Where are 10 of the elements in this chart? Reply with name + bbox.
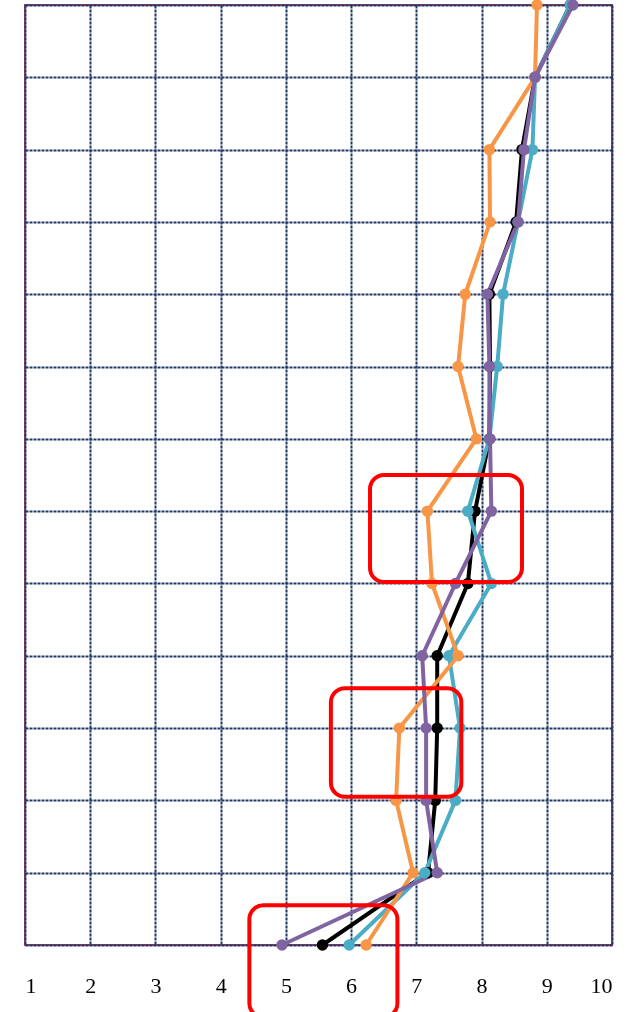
x-tick-label: 8 <box>476 972 488 998</box>
x-tick-label: 2 <box>85 972 97 998</box>
x-tick-label: 7 <box>411 972 423 998</box>
x-tick-label: 5 <box>280 972 292 998</box>
x-tick-label: 3 <box>150 972 162 998</box>
x-tick-label: 1 <box>25 972 37 998</box>
x-tick-label: 10 <box>590 972 613 998</box>
x-tick-label: 9 <box>541 972 553 998</box>
x-tick-label: 4 <box>215 972 227 998</box>
x-tick-label: 6 <box>346 972 358 998</box>
